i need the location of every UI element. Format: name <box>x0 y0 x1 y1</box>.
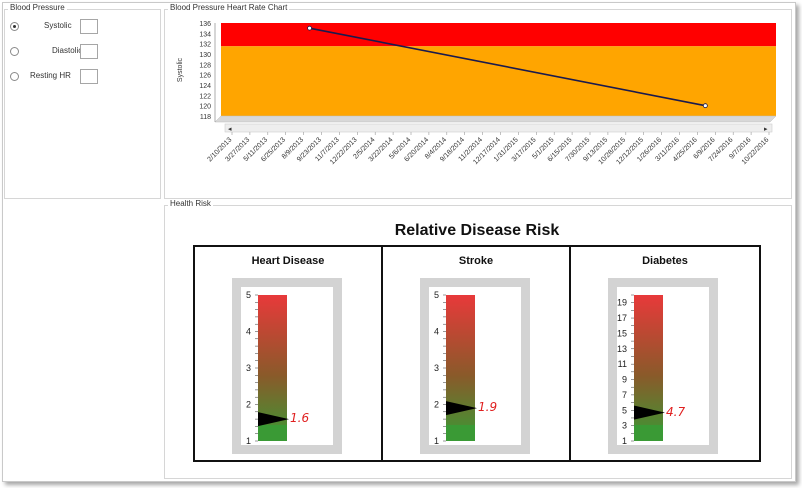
gauge-tick-label: 9 <box>622 375 627 385</box>
gauge-title: Diabetes <box>642 255 688 267</box>
gauge-pointer <box>258 412 289 427</box>
y-tick-label: 126 <box>199 73 211 80</box>
gauge-value-label: 1.9 <box>478 400 498 415</box>
gauge-tick-label: 13 <box>617 344 627 354</box>
gauge-tick-label: 7 <box>622 390 627 400</box>
gauge-pointer <box>634 405 665 420</box>
chart-panel-title: Blood Pressure Heart Rate Chart <box>168 3 290 12</box>
gauge-tick-label: 3 <box>622 421 627 431</box>
scroll-left-arrow[interactable]: ◂ <box>228 126 232 133</box>
bp-option-label: Diastolic <box>52 46 83 55</box>
health-risk-group: Health Risk <box>164 199 792 479</box>
gauge-title: Stroke <box>458 255 494 267</box>
radio-button[interactable] <box>10 22 19 31</box>
gauge-low-band <box>258 425 287 441</box>
bp-line-chart: 136 134 132 130 128 126 124 122 120 118 Systolic ◂ ▸… <box>177 21 777 166</box>
gauge-tick-label: 4 <box>246 327 251 337</box>
gauge-tick-label: 1 <box>434 436 439 446</box>
gauge-tick-label: 3 <box>246 363 251 373</box>
gauge-scale: 5 4 3 2 1 <box>434 290 477 446</box>
y-tick-label: 124 <box>199 83 211 90</box>
gauge-low-band <box>634 425 663 441</box>
gauge-stroke: Stroke 5 4 3 2 1 1.9 <box>381 245 571 462</box>
chart-floor <box>214 115 777 123</box>
systolic-series-line <box>309 27 706 107</box>
gauge-tick-label: 5 <box>622 405 627 415</box>
y-tick-label: 134 <box>199 31 211 38</box>
radio-button[interactable] <box>10 72 19 81</box>
bp-option-resting-hr[interactable]: Resting HR <box>10 69 160 85</box>
gauge-value-label: 1.6 <box>290 411 310 426</box>
gauge-tick-label: 2 <box>246 400 251 410</box>
radio-button[interactable] <box>10 47 19 56</box>
chart-scrollbar <box>224 123 773 133</box>
y-axis-label: Systolic <box>177 57 184 82</box>
gauge-heart-disease: Heart Disease 5 4 3 2 1 1.6 <box>193 245 383 462</box>
gauge-diabetes: Diabetes 19 17 15 13 11 9 7 5 3 1 4.7 <box>569 245 761 462</box>
health-risk-title: Health Risk <box>168 199 213 208</box>
y-tick-label: 136 <box>199 21 211 28</box>
gauge-title: Heart Disease <box>251 255 325 267</box>
y-tick-label: 122 <box>199 93 211 100</box>
gauge-bar <box>634 295 663 441</box>
bp-option-label: Resting HR <box>30 71 71 80</box>
gauge-tick-label: 3 <box>434 363 439 373</box>
y-tick-label: 130 <box>199 52 211 59</box>
y-tick-label: 120 <box>199 104 211 111</box>
gauge-tick-label: 1 <box>246 436 251 446</box>
gauge-tick-label: 17 <box>617 313 627 323</box>
gauge-low-band <box>446 425 475 441</box>
bp-value-input[interactable] <box>80 69 98 84</box>
gauge-value-label: 4.7 <box>666 404 686 419</box>
bp-option-diastolic[interactable]: Diastolic <box>10 44 160 60</box>
gauge-tick-label: 2 <box>434 400 439 410</box>
gauge-tick-label: 5 <box>434 290 439 300</box>
gauge-tick-label: 1 <box>622 436 627 446</box>
chart-band-high <box>221 23 776 47</box>
bp-value-input[interactable] <box>80 19 98 34</box>
gauge-tick-label: 5 <box>246 290 251 300</box>
y-tick-label: 132 <box>199 42 211 49</box>
gauge-tick-label: 15 <box>617 328 627 338</box>
bp-option-label: Systolic <box>44 21 72 30</box>
gauge-tick-label: 4 <box>434 327 439 337</box>
gauge-bar <box>446 295 475 441</box>
systolic-data-point <box>702 103 708 109</box>
scroll-right-arrow[interactable]: ▸ <box>764 126 768 133</box>
gauge-tick-label: 11 <box>618 359 627 369</box>
y-tick-label: 118 <box>200 114 211 121</box>
bp-option-systolic[interactable]: Systolic <box>10 19 160 35</box>
gauge-pointer <box>446 401 477 416</box>
gauge-scale: 19 17 15 13 11 9 7 5 3 1 <box>617 294 665 446</box>
blood-pressure-group: Blood Pressure <box>4 3 161 199</box>
gauge-scale: 5 4 3 2 1 <box>246 290 289 446</box>
relative-risk-heading: Relative Disease Risk <box>394 222 560 239</box>
blood-pressure-title: Blood Pressure <box>8 3 67 12</box>
chart-group: Blood Pressure Heart Rate Chart <box>164 3 792 199</box>
bp-value-input[interactable] <box>80 44 98 59</box>
y-tick-label: 128 <box>199 62 211 69</box>
chart-band-normal <box>221 46 776 116</box>
gauge-tick-label: 19 <box>617 298 627 308</box>
systolic-data-point <box>307 25 312 31</box>
